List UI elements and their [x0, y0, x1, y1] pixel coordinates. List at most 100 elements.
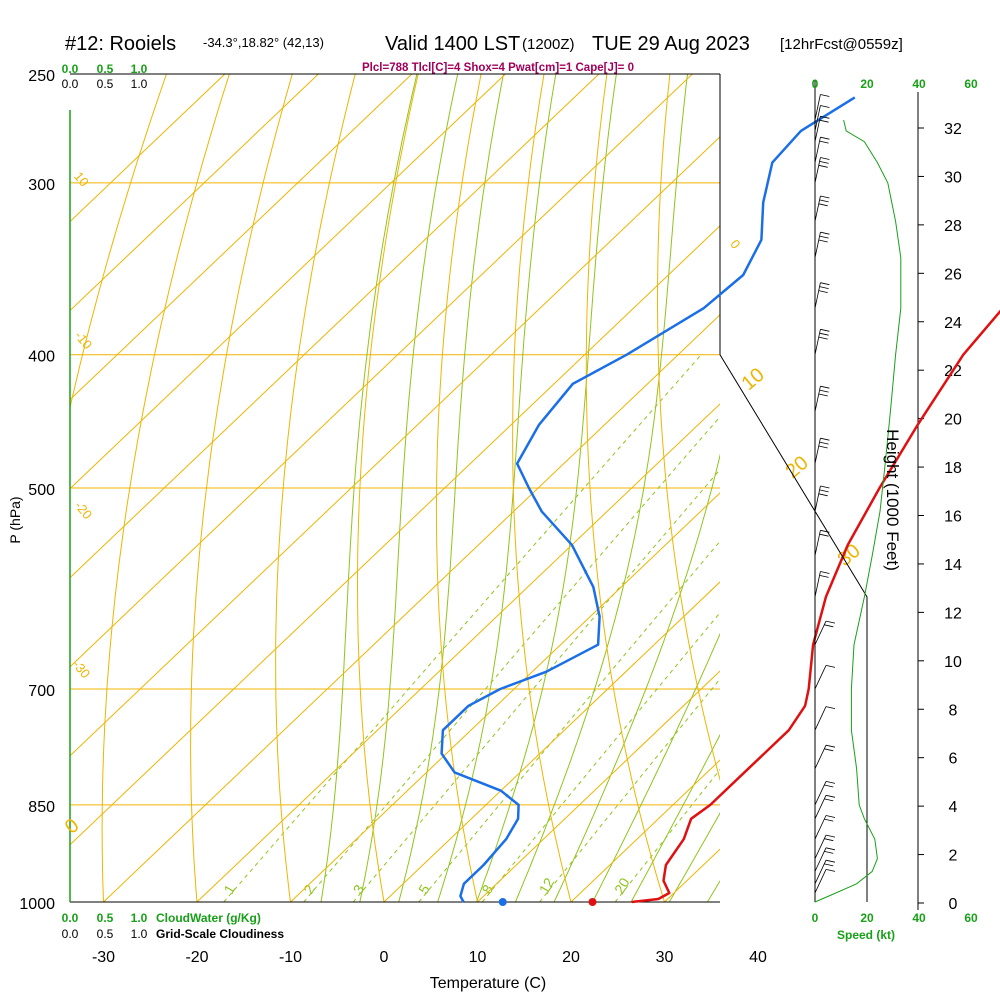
dry-adiabat-label: 0: [727, 237, 743, 252]
cloudiness-label: Grid-Scale Cloudiness: [156, 927, 284, 941]
wind-barb-feather: [820, 529, 830, 533]
wind-barb-feather: [820, 157, 830, 160]
wind-barb: [814, 329, 821, 355]
chart-station-title: #12: Rooiels: [65, 33, 176, 55]
cloudwater-top-label: 0.0: [62, 62, 79, 76]
wind-barb-feather: [824, 748, 834, 752]
dry-adiabat-line: [585, 74, 666, 902]
wind-barb: [814, 386, 821, 412]
y-axis-title: P (hPa): [7, 496, 23, 543]
dry-adiabat-line: [70, 74, 168, 410]
surface-temperature-marker: [588, 898, 597, 906]
wind-barb: [814, 781, 827, 806]
moist-adiabat-line: [630, 733, 720, 902]
wind-barb-feather: [825, 665, 836, 668]
speed-tick-label: 60: [964, 77, 978, 91]
speed-tick-label: 60: [964, 911, 978, 925]
wind-barb-feather: [820, 282, 830, 286]
pressure-tick-label: 300: [28, 177, 55, 194]
speed-tick-label: 0: [812, 911, 819, 925]
cloudiness-bottom-label: 1.0: [131, 927, 148, 941]
height-tick-label: 18: [944, 460, 962, 477]
wind-barb-feather: [819, 119, 829, 123]
moist-adiabat-line: [592, 632, 720, 902]
moist-adiabat-line: [359, 74, 459, 902]
wind-barb-feather: [824, 624, 834, 628]
mixing-ratio-label: 3: [350, 882, 368, 897]
wind-barb-feather: [818, 290, 828, 293]
wind-barb: [814, 860, 827, 884]
pressure-tick-label: 850: [28, 799, 55, 816]
height-tick-label: 6: [949, 751, 958, 768]
wind-barb: [814, 815, 827, 840]
wind-barb: [814, 232, 821, 258]
wind-barb: [814, 795, 827, 819]
isotherm-line: [70, 74, 693, 668]
temperature-tick-label: 40: [749, 949, 767, 966]
speed-tick-label: 20: [860, 911, 874, 925]
wind-barb: [814, 665, 827, 690]
moist-adiabat-line: [398, 74, 505, 902]
pressure-tick-label: 500: [28, 482, 55, 499]
chart-coords: -34.3°,18.82° (42,13): [203, 35, 324, 50]
speed-tick-label: 40: [912, 77, 926, 91]
wind-barb-feather: [824, 798, 834, 802]
dry-adiabat-label: 10: [71, 169, 92, 190]
wind-barb-feather: [819, 575, 829, 578]
dry-adiabat-label: 20: [782, 452, 813, 483]
moist-adiabat-line: [553, 453, 720, 902]
pressure-tick-label: 700: [28, 683, 55, 700]
mixing-ratio-line: [614, 768, 720, 902]
height-tick-label: 26: [944, 266, 962, 283]
isotherm-line: [852, 74, 1000, 902]
wind-barb-feather: [825, 744, 836, 748]
wind-barb-feather: [825, 794, 836, 798]
x-axis-title: Temperature (C): [430, 975, 546, 992]
wind-barb-feather: [818, 164, 828, 168]
height-tick-label: 16: [944, 509, 962, 526]
dry-adiabat-label: -20: [72, 498, 96, 522]
wind-barb: [814, 282, 821, 309]
wind-barb: [814, 745, 827, 769]
height-tick-label: 24: [944, 315, 962, 332]
isotherm-line: [70, 225, 720, 846]
wind-barb-feather: [820, 231, 830, 235]
height-tick-label: 2: [949, 848, 958, 865]
chart-utc: (1200Z): [522, 36, 575, 53]
dry-adiabat-line: [190, 74, 293, 902]
wind-barb-feather: [824, 863, 834, 867]
moist-adiabat-lines: [320, 74, 720, 902]
isotherm-line: [70, 74, 319, 312]
isotherm-line: [70, 74, 226, 223]
speed-tick-label: 20: [860, 77, 874, 91]
isobar-lines: [70, 73, 720, 903]
mixing-ratio-line: [223, 354, 702, 902]
wind-barb-feather: [819, 441, 829, 445]
wind-barb: [814, 94, 821, 121]
wind-barb-feather: [819, 161, 829, 164]
wind-barb-feather: [825, 869, 836, 872]
plot-frame: [69, 73, 721, 903]
wind-barb-feather: [820, 485, 830, 489]
mixing-ratio-line: [352, 468, 720, 902]
wind-speed-line: [814, 119, 902, 903]
wind-barb-feather: [818, 493, 828, 497]
wind-barb-feather: [825, 620, 836, 624]
wind-barb-feather: [819, 140, 829, 144]
mixing-ratio-line: [303, 415, 720, 902]
temperature-tick-label: 20: [562, 949, 580, 966]
wind-barb-feather: [819, 533, 829, 537]
cloudwater-label: CloudWater (g/Kg): [156, 911, 261, 925]
cloudiness-bottom-label: 0.5: [97, 927, 114, 941]
wind-barb: [814, 620, 827, 645]
wind-barb-feather: [825, 781, 836, 784]
dry-adiabat-label: 10: [738, 364, 769, 395]
temperature-profile: [631, 309, 1000, 904]
wind-barb: [814, 105, 821, 132]
mixing-ratio-line: [481, 611, 720, 902]
wind-barb-feather: [824, 818, 834, 822]
chart-indices: Plcl=788 Tlcl[C]=4 Shox=4 Pwat[cm]=1 Cap…: [362, 62, 634, 74]
isotherm-line: [103, 314, 720, 902]
wind-barb-feather: [819, 199, 829, 203]
